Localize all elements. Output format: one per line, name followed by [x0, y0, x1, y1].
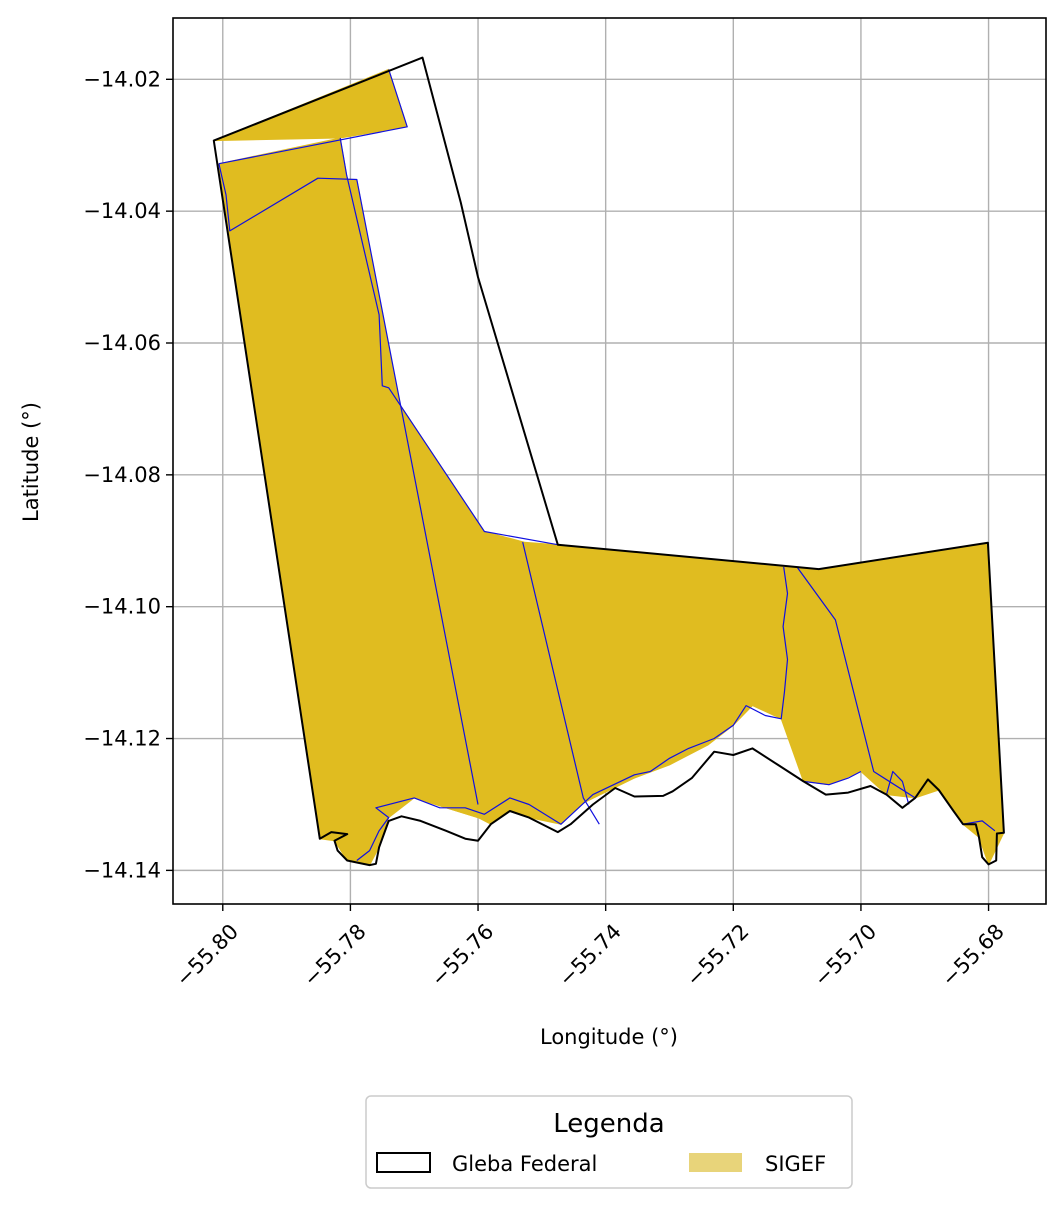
y-axis-label: Latitude (°) — [19, 402, 43, 522]
y-tick-label-2: −14.06 — [83, 331, 161, 355]
y-tick-label-6: −14.14 — [83, 858, 161, 882]
map-layers — [212, 56, 1005, 867]
y-tick-label-3: −14.08 — [83, 463, 161, 487]
y-tick-label-0: −14.02 — [83, 67, 161, 91]
parcel-boundary-0 — [339, 137, 558, 546]
parcel-boundary-1 — [218, 69, 408, 165]
y-tick-label-5: −14.12 — [83, 727, 161, 751]
y-tick-label-1: −14.04 — [83, 199, 161, 223]
parcel-boundary-7 — [885, 770, 910, 805]
parcel-boundary-6 — [803, 770, 862, 786]
gleba-federal-layer — [212, 56, 1005, 867]
gleba-federal-boundary — [212, 56, 1005, 867]
plot-frame — [172, 17, 1047, 905]
legend-swatch-sigef — [689, 1153, 742, 1172]
parcel-boundary-8 — [962, 820, 996, 832]
y-axis-ticks: −14.02 −14.04 −14.06 −14.08 −14.10 −14.12 −14.… — [83, 67, 173, 882]
parcel-boundary-5 — [796, 566, 916, 799]
legend-swatch-gleba-federal — [376, 1152, 431, 1173]
legend-label-gleba-federal: Gleba Federal — [452, 1152, 597, 1176]
parcel-boundaries-layer — [218, 69, 996, 861]
legend-label-sigef: SIGEF — [765, 1152, 826, 1176]
y-tick-label-4: −14.10 — [83, 595, 161, 619]
legend-title: Legenda — [553, 1109, 664, 1139]
parcel-boundary-2 — [218, 163, 479, 805]
legend: Legenda Gleba Federal SIGEF — [365, 1095, 853, 1189]
parcel-boundary-4 — [356, 567, 789, 861]
x-axis-label: Longitude (°) — [540, 1025, 678, 1049]
parcel-boundary-3 — [522, 541, 600, 825]
